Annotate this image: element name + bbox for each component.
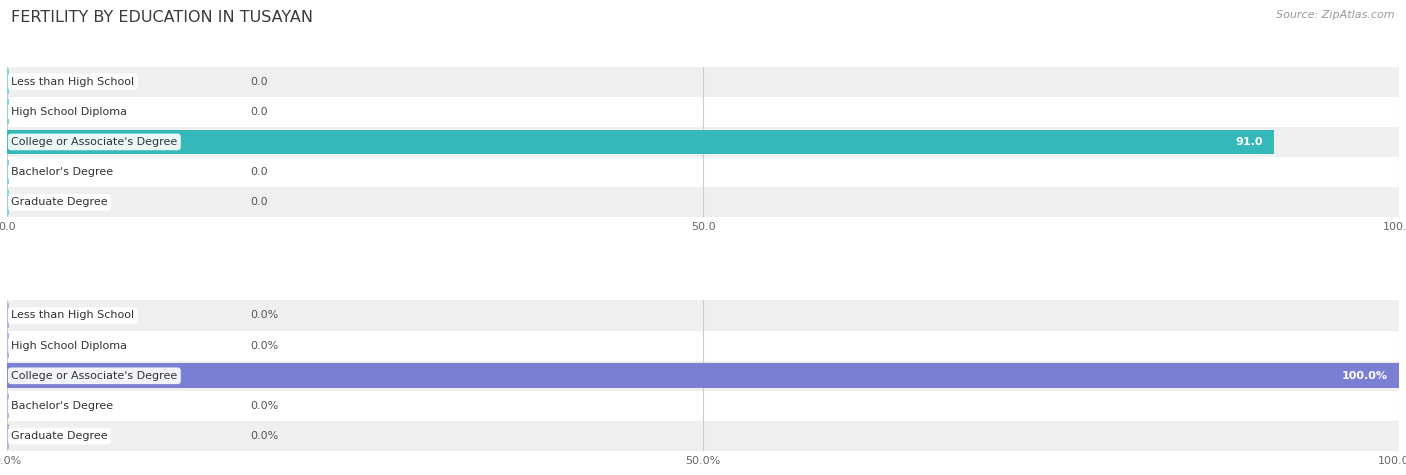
- Text: 0.0: 0.0: [250, 76, 269, 86]
- Text: 0.0%: 0.0%: [250, 311, 278, 321]
- Text: 0.0%: 0.0%: [250, 431, 278, 441]
- Text: Graduate Degree: Graduate Degree: [11, 197, 108, 207]
- Text: Source: ZipAtlas.com: Source: ZipAtlas.com: [1277, 10, 1395, 19]
- Bar: [7, 300, 1399, 331]
- Bar: [7, 421, 1399, 451]
- Text: College or Associate's Degree: College or Associate's Degree: [11, 371, 177, 381]
- Bar: [7, 157, 1399, 187]
- Bar: [7, 97, 1399, 127]
- Bar: [7, 333, 8, 358]
- Text: College or Associate's Degree: College or Associate's Degree: [11, 137, 177, 147]
- Text: Less than High School: Less than High School: [11, 76, 135, 86]
- Bar: [7, 99, 8, 124]
- Text: 0.0%: 0.0%: [250, 341, 278, 351]
- Text: Graduate Degree: Graduate Degree: [11, 431, 108, 441]
- Text: Bachelor's Degree: Bachelor's Degree: [11, 401, 114, 411]
- Text: High School Diploma: High School Diploma: [11, 341, 127, 351]
- Bar: [7, 160, 8, 184]
- Text: High School Diploma: High School Diploma: [11, 107, 127, 117]
- Bar: [7, 391, 1399, 421]
- Bar: [7, 424, 8, 448]
- Text: Bachelor's Degree: Bachelor's Degree: [11, 167, 114, 177]
- Bar: [7, 331, 1399, 361]
- Bar: [7, 303, 8, 328]
- Bar: [7, 190, 8, 215]
- Text: 0.0: 0.0: [250, 167, 269, 177]
- Text: 0.0: 0.0: [250, 197, 269, 207]
- Bar: [7, 66, 1399, 97]
- Bar: [7, 363, 1399, 388]
- Text: Less than High School: Less than High School: [11, 311, 135, 321]
- Bar: [7, 187, 1399, 218]
- Text: 100.0%: 100.0%: [1341, 371, 1388, 381]
- Text: 0.0%: 0.0%: [250, 401, 278, 411]
- Bar: [7, 394, 8, 418]
- Bar: [7, 69, 8, 94]
- Bar: [7, 127, 1399, 157]
- Text: FERTILITY BY EDUCATION IN TUSAYAN: FERTILITY BY EDUCATION IN TUSAYAN: [11, 10, 314, 25]
- Bar: [7, 361, 1399, 391]
- Text: 0.0: 0.0: [250, 107, 269, 117]
- Bar: [7, 130, 1274, 154]
- Text: 91.0: 91.0: [1234, 137, 1263, 147]
